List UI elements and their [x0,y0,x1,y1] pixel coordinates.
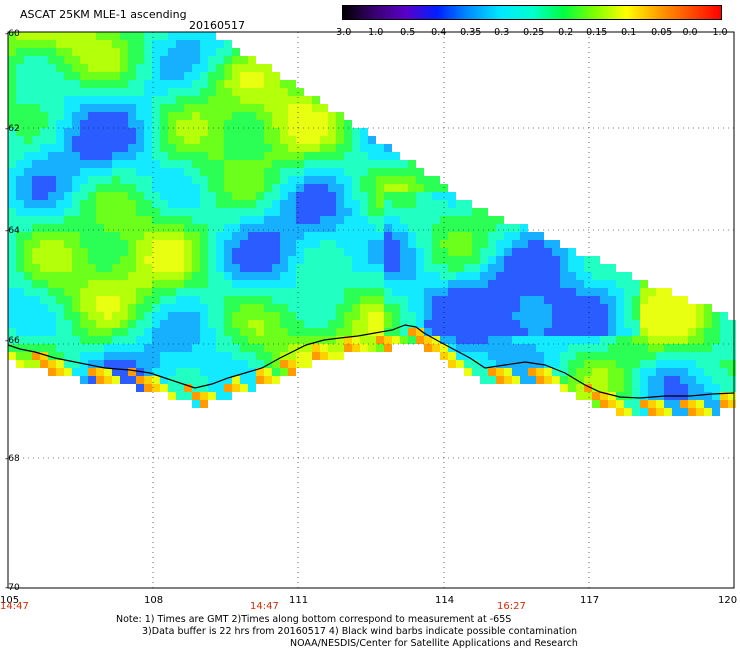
map-frame [7,31,735,589]
colorbar-tick: -3.0 [332,27,352,38]
lon-label: 105 [0,595,19,606]
time-label: 14:47 [250,601,279,612]
colorbar-tick: -0.25 [519,27,545,38]
colorbar-tick: -0.4 [427,27,447,38]
colorbar [342,5,722,20]
antarctic-coastline [7,324,735,399]
note-line-1: Note: 1) Times are GMT 2)Times along bot… [116,614,512,625]
map-date: 20160517 [189,19,245,32]
colorbar-tick: -1.0 [364,27,384,38]
lat-label: -68 [5,454,20,464]
colorbar-tick: -0.1 [617,27,637,38]
lat-label: -66 [5,336,20,346]
map-gridlines [8,32,734,588]
lon-label: 117 [580,595,599,606]
mle-pixel-grid [8,32,736,416]
time-label: 16:27 [497,601,526,612]
colorbar-tick: -0.05 [647,27,673,38]
note-line-2: 3)Data buffer is 22 hrs from 20160517 4)… [142,626,578,637]
colorbar-tick: 1.0 [712,27,728,38]
lon-label: 111 [289,595,308,606]
time-label: 14:47 [0,601,29,612]
note-line-3: NOAA/NESDIS/Center for Satellite Applica… [290,638,578,649]
colorbar-tick: -0.2 [554,27,574,38]
lat-label: -60 [5,29,20,39]
map-title: ASCAT 25KM MLE-1 ascending [20,8,187,21]
colorbar-tick: -0.5 [396,27,416,38]
lat-label: -62 [5,124,20,134]
lon-label: 120 [718,595,737,606]
colorbar-tick: 0.0 [682,27,698,38]
lon-label: 114 [435,595,454,606]
lon-label: 108 [144,595,163,606]
colorbar-tick: -0.35 [456,27,482,38]
lat-label: -64 [5,226,20,236]
colorbar-tick: -0.3 [490,27,510,38]
colorbar-tick: -0.15 [582,27,608,38]
lat-label: -70 [5,583,20,593]
